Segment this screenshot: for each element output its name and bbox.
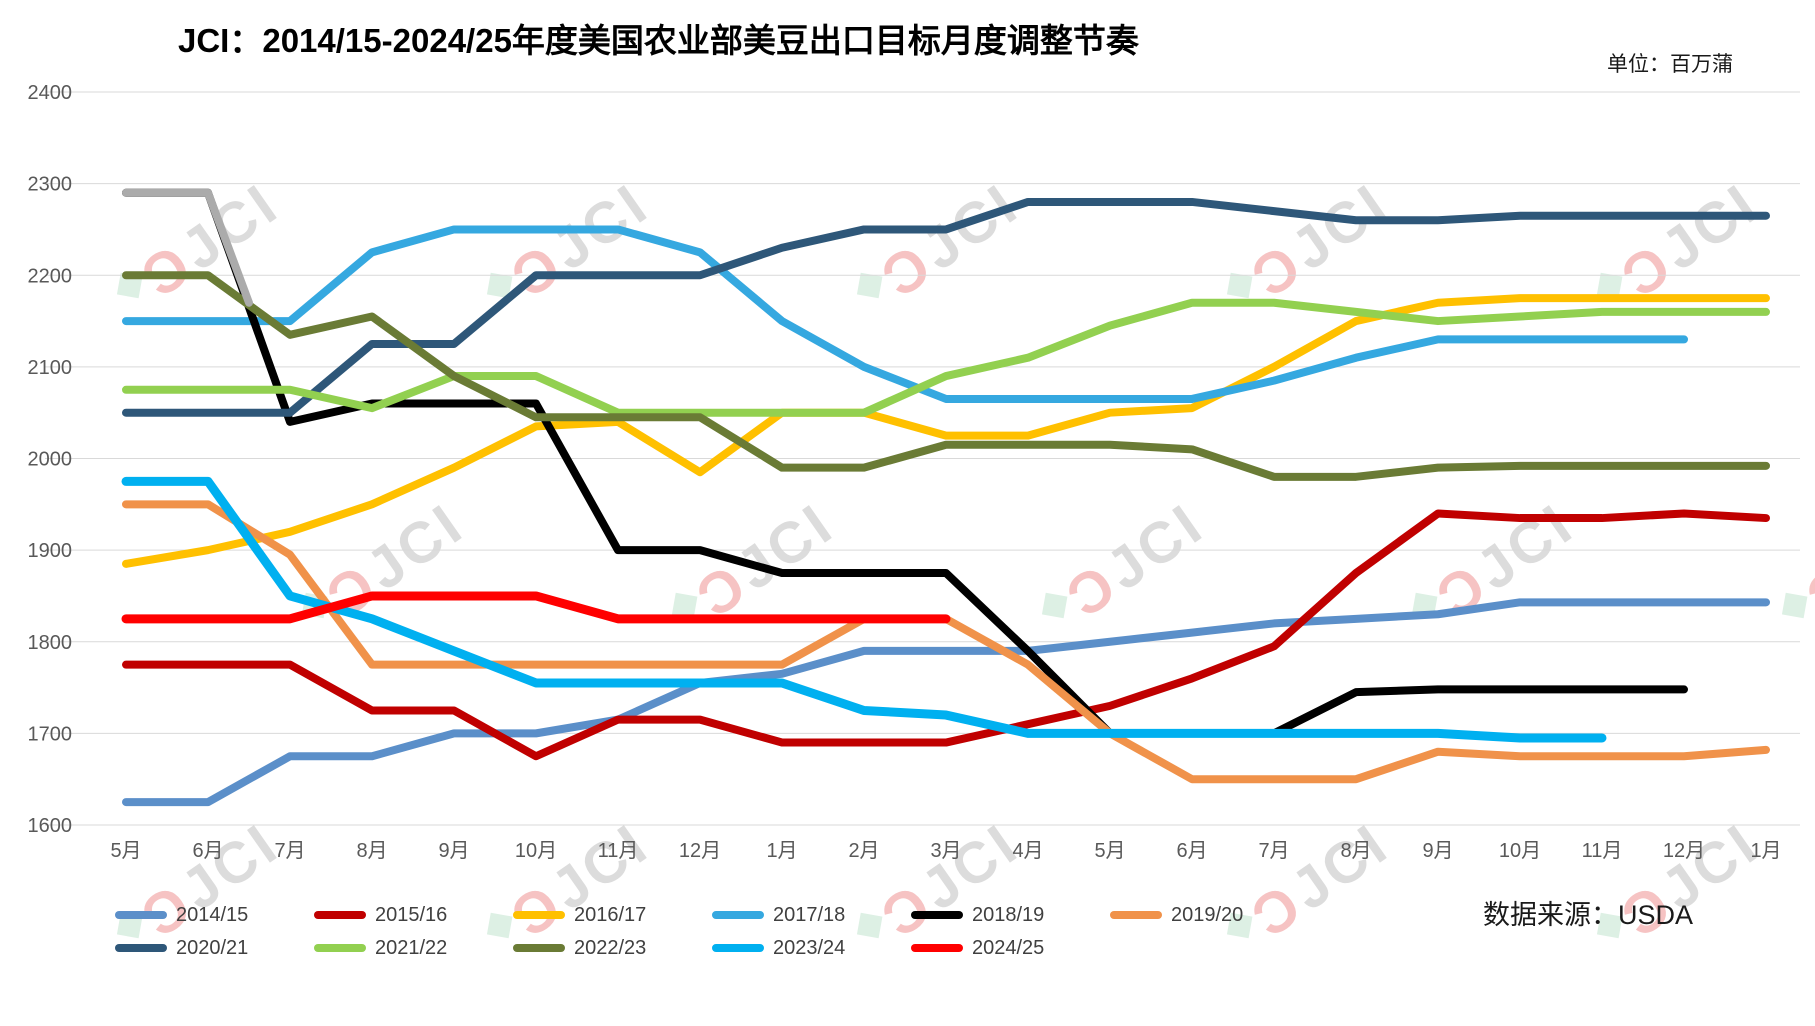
x-tick-label: 6月	[192, 840, 223, 862]
x-tick-label: 12月	[679, 840, 721, 862]
x-tick-label: 10月	[515, 840, 557, 862]
x-tick-label: 4月	[1012, 840, 1043, 862]
data-source-label: 数据来源：USDA	[1483, 900, 1694, 930]
series-line-2024-25	[121, 591, 951, 624]
x-tick-label: 10月	[1499, 840, 1541, 862]
x-tick-label: 5月	[110, 840, 141, 862]
y-tick-label: 2200	[28, 265, 73, 287]
y-tick-label: 2000	[28, 449, 73, 471]
chart-title: JCI：2014/15-2024/25年度美国农业部美豆出口目标月度调整节奏	[178, 22, 1139, 59]
x-tick-label: 11月	[1582, 840, 1623, 862]
x-tick-label: 8月	[356, 840, 387, 862]
x-tick-label: 3月	[930, 840, 961, 862]
x-tick-label: 11月	[598, 840, 639, 862]
y-axis-labels: 2400 2300 2200 2100 2000 1900 1800 1700 1600	[28, 82, 73, 837]
series-line-2021-22	[122, 298, 1770, 417]
y-tick-label: 1600	[28, 815, 73, 837]
x-tick-label: 9月	[1422, 840, 1453, 862]
x-tick-label: 5月	[1094, 840, 1125, 862]
x-tick-label: 1月	[1750, 840, 1781, 862]
x-tick-label: 6月	[1176, 840, 1207, 862]
series-line-2022-23	[122, 271, 1770, 481]
x-axis-labels: 5月 6月 7月 8月 9月 10月 11月 12月 1月 2月 3月 4月 5月 6月 7月 8月 9月 10月…	[110, 840, 1781, 862]
x-tick-label: 2月	[848, 840, 879, 862]
series-line-2017-18	[122, 225, 1688, 403]
x-tick-label: 7月	[1258, 840, 1289, 862]
y-tick-label: 2100	[28, 357, 73, 379]
series-line-gray-lead-in	[122, 188, 253, 307]
y-tick-label: 1900	[28, 540, 73, 562]
series-line-2023-24	[121, 476, 1607, 743]
gridlines	[45, 91, 1800, 826]
series-line-2014-15	[122, 598, 1770, 807]
x-tick-label: 7月	[274, 840, 305, 862]
x-tick-label: 1月	[766, 840, 797, 862]
y-tick-label: 2300	[28, 174, 73, 196]
series-line-2020-21	[122, 197, 1770, 417]
series-line-2015-16	[122, 509, 1770, 761]
x-tick-label: 12月	[1663, 840, 1705, 862]
series-line-2016-17	[122, 294, 1770, 568]
y-tick-label: 1700	[28, 723, 73, 745]
x-tick-label: 8月	[1340, 840, 1371, 862]
x-tick-label: 9月	[438, 840, 469, 862]
unit-label: 单位：百万蒲	[1607, 53, 1733, 76]
y-tick-label: 1800	[28, 632, 73, 654]
y-tick-label: 2400	[28, 82, 73, 104]
